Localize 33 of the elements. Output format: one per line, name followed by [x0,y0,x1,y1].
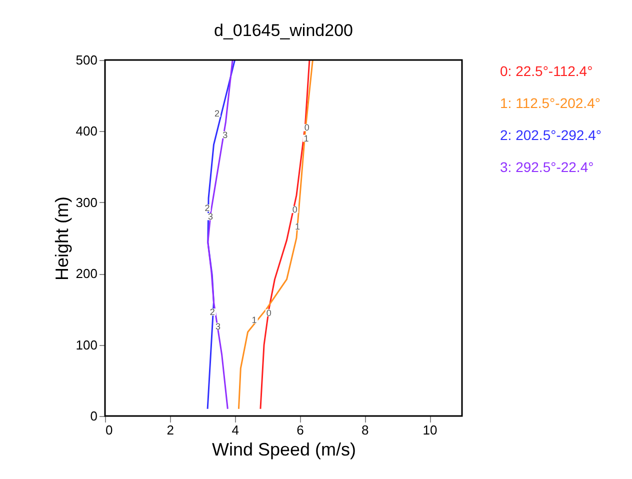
y-axis-title: Height (m) [52,196,72,281]
annotation: 1 [294,222,300,232]
annotation: 2 [214,108,220,118]
annotation: 1 [304,133,309,144]
x-tick-label: 10 [422,422,438,438]
annotation: 2 [210,307,215,318]
annotation: 0 [304,122,310,133]
text: 0: 22.5°-112.4° [500,63,593,79]
y-tick-label: 200 [76,266,98,282]
line-series [238,59,314,410]
x-tick-label: 0 [106,422,113,438]
annotation: 2 [204,203,210,214]
text: 1: 112.5°-202.4° [500,95,600,111]
x-axis-title: Wind Speed (m/s) [212,440,356,460]
text: 2: 202.5°-292.4° [500,127,602,143]
annotation: 3 [215,321,220,332]
y-tick-label: 300 [76,194,98,210]
annotation: 0 [292,204,298,215]
annotation: 1 [252,314,257,325]
y-tick-label: 0 [90,408,98,424]
annotation: 3 [222,130,228,140]
x-tick-label: 8 [362,422,369,438]
y-tick-label: 500 [76,52,98,68]
y-tick-label: 100 [76,337,98,352]
chart-title: d_01645_wind200 [214,21,353,40]
annotation: 3 [208,212,213,222]
line-series [260,59,310,410]
x-tick-label: 2 [166,422,174,438]
x-tick-label: 6 [296,422,304,438]
y-tick-label: 400 [76,124,98,139]
x-tick-label: 4 [232,422,239,438]
text: 3: 292.5°-22.4° [500,159,594,175]
annotation: 0 [266,308,272,318]
